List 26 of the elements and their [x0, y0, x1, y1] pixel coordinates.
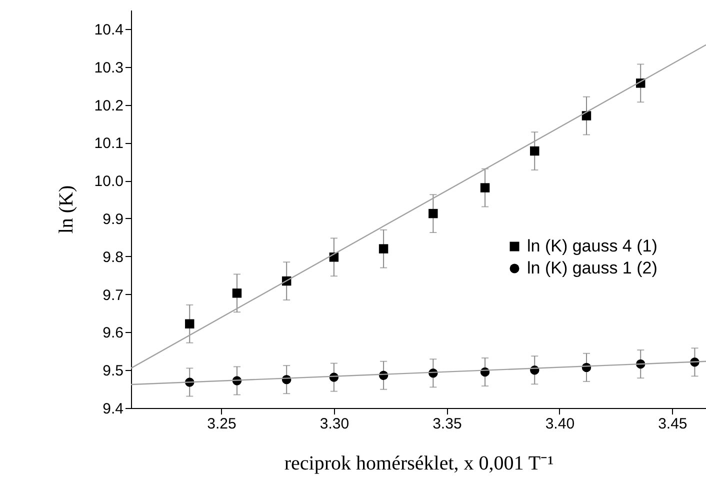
point: [378, 244, 388, 254]
y-tick-label: 9.9: [102, 210, 124, 228]
y-axis-title: ln (K): [55, 185, 78, 234]
legend-label: ln (K) gauss 1 (2): [527, 258, 658, 278]
y-tick-label: 9.6: [102, 324, 124, 342]
x-axis-title: reciprok homérséklet, x 0,001 T⁻¹: [284, 452, 554, 474]
y-tick-label: 10.0: [94, 173, 124, 190]
point: [480, 183, 490, 192]
y-tick-label: 9.5: [102, 362, 124, 380]
y-tick-label: 10.2: [94, 97, 124, 114]
y-tick-label: 9.4: [102, 400, 124, 418]
y-tick-label: 10.1: [94, 135, 124, 152]
y-tick-label: 10.3: [94, 59, 124, 76]
point: [185, 319, 194, 328]
x-tick-label: 3.40: [545, 416, 575, 432]
y-tick-label: 9.8: [102, 248, 124, 266]
x-tick-label: 3.45: [658, 416, 688, 432]
x-tick-label: 3.35: [432, 416, 462, 432]
point: [530, 146, 540, 156]
legend-label: ln (K) gauss 4 (1): [527, 236, 658, 256]
x-tick-label: 3.25: [207, 416, 236, 432]
y-tick-label: 9.7: [102, 286, 124, 304]
x-tick-label: 3.30: [320, 416, 350, 432]
point: [428, 208, 438, 218]
y-tick-label: 10.4: [94, 21, 124, 38]
point: [232, 288, 242, 298]
